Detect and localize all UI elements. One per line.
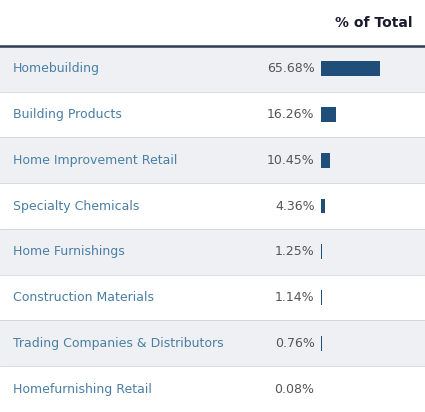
Bar (0, 366, 425, 412)
Bar (0, 91, 425, 137)
Text: % of Total: % of Total (335, 16, 413, 30)
Text: Homebuilding: Homebuilding (13, 62, 100, 75)
Text: Specialty Chemicals: Specialty Chemicals (13, 199, 139, 213)
Text: 16.26%: 16.26% (267, 108, 314, 121)
Text: 1.14%: 1.14% (275, 291, 314, 304)
Text: Building Products: Building Products (13, 108, 122, 121)
Bar (0, 321, 425, 366)
Bar (321, 290, 322, 305)
Bar (321, 153, 330, 168)
Text: Trading Companies & Distributors: Trading Companies & Distributors (13, 337, 224, 350)
Bar (321, 61, 380, 76)
Text: 1.25%: 1.25% (275, 245, 314, 258)
Text: 0.76%: 0.76% (275, 337, 314, 350)
Text: Construction Materials: Construction Materials (13, 291, 154, 304)
Bar (321, 244, 322, 259)
Text: 4.36%: 4.36% (275, 199, 314, 213)
Bar (0, 183, 425, 229)
Text: 10.45%: 10.45% (267, 154, 314, 167)
Text: Homefurnishing Retail: Homefurnishing Retail (13, 383, 152, 396)
Text: Home Improvement Retail: Home Improvement Retail (13, 154, 177, 167)
Bar (0, 229, 425, 275)
Text: 0.08%: 0.08% (275, 383, 314, 396)
Bar (321, 107, 336, 122)
Bar (0, 137, 425, 183)
Bar (321, 336, 322, 351)
Text: Home Furnishings: Home Furnishings (13, 245, 125, 258)
Bar (0, 46, 425, 91)
Bar (321, 199, 325, 213)
Text: 65.68%: 65.68% (267, 62, 314, 75)
Bar (0, 275, 425, 321)
